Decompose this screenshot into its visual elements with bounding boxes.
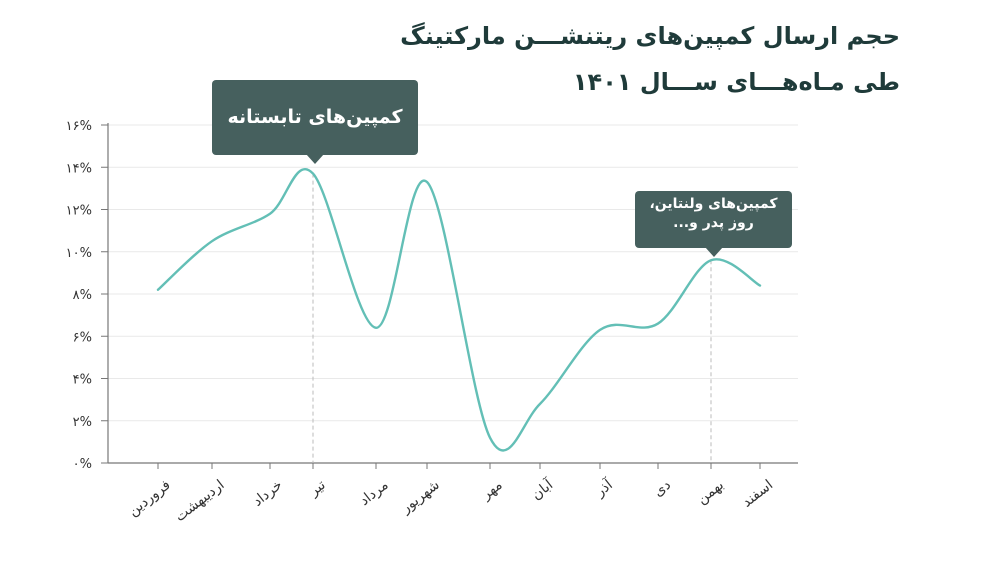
chart-title-line-2: طی مـاه‌هـــای ســـال ۱۴۰۱ bbox=[572, 68, 900, 96]
callout-valentine-campaigns: کمپین‌های ولنتاین، روز پدر و... bbox=[635, 191, 792, 257]
series-line bbox=[156, 168, 762, 452]
callout-summer-text: کمپین‌های تابستانه bbox=[227, 106, 403, 128]
callout-valentine-pointer bbox=[704, 247, 723, 257]
y-tick-label: ۱۶% bbox=[66, 119, 92, 134]
highlight-guides bbox=[312, 173, 712, 463]
y-tick-label: ۱۴% bbox=[66, 161, 92, 176]
series-lines bbox=[156, 168, 762, 452]
y-tick-labels: ۰% ۲% ۴% ۶% ۸% ۱۰% ۱۲% ۱۴% ۱۶% bbox=[66, 119, 92, 472]
callout-valentine-text-2: روز پدر و... bbox=[673, 214, 754, 231]
y-tick-label: ۱۲% bbox=[66, 204, 92, 219]
chart-title-line-1: حجم ارسال کمپین‌های ریتنشـــن مارکتینگ bbox=[400, 22, 900, 50]
y-tick-label: ۲% bbox=[73, 415, 92, 430]
callout-valentine-text-1: کمپین‌های ولنتاین، bbox=[649, 196, 778, 212]
callout-summer-pointer bbox=[306, 154, 324, 164]
y-tick-label: ۴% bbox=[73, 373, 92, 388]
y-tick-label: ۱۰% bbox=[66, 246, 92, 261]
y-tick-label: ۰% bbox=[73, 457, 92, 472]
y-tick-label: ۶% bbox=[73, 330, 92, 345]
axes bbox=[101, 123, 798, 469]
y-tick-label: ۸% bbox=[73, 288, 92, 303]
callout-summer-campaigns: کمپین‌های تابستانه bbox=[212, 80, 418, 164]
